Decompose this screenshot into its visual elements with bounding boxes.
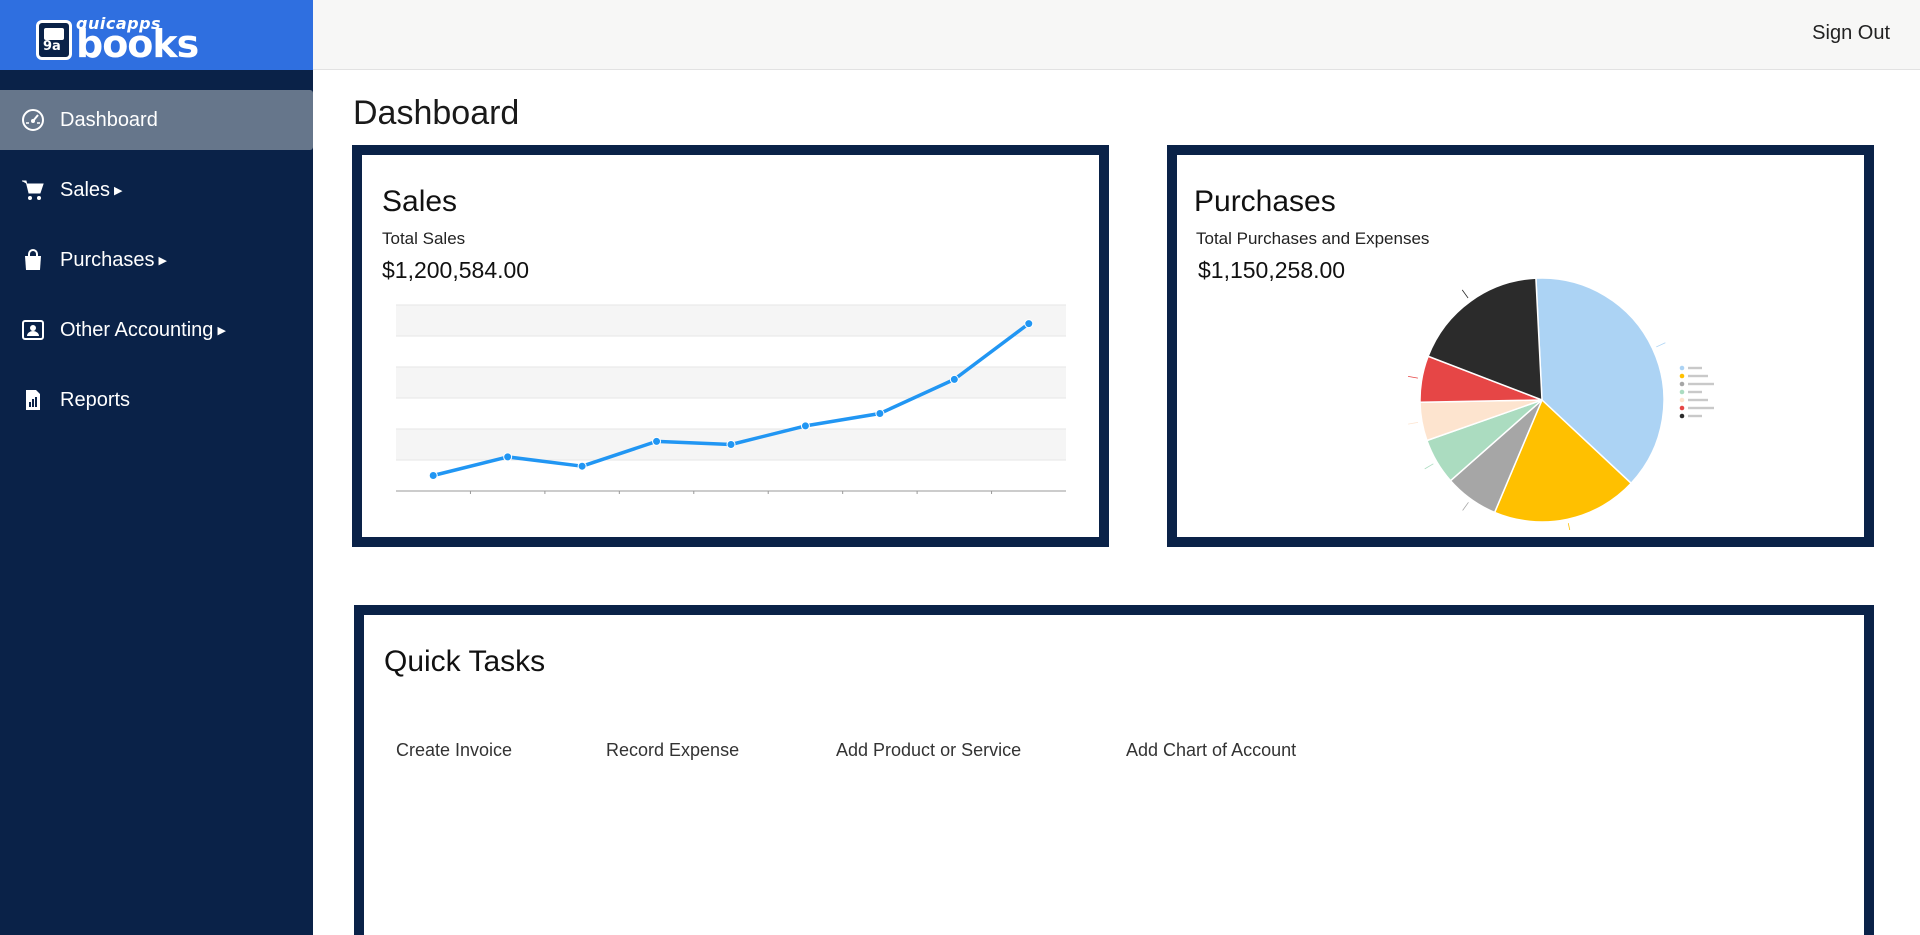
sales-line-chart: [396, 304, 1066, 494]
sidebar-item-dashboard[interactable]: Dashboard: [0, 90, 313, 150]
sales-data-point: [577, 461, 587, 471]
sidebar-item-purchases[interactable]: Purchases ▶: [0, 230, 313, 290]
sidebar-item-other-accounting[interactable]: Other Accounting ▶: [0, 300, 313, 360]
top-bar: Sign Out: [313, 0, 1920, 70]
purchases-amount: $1,150,258.00: [1198, 257, 1346, 283]
legend-swatch: [1679, 397, 1685, 403]
sidebar-item-label: Dashboard: [60, 108, 158, 131]
caret-right-icon: ▶: [217, 324, 226, 337]
grid-band: [396, 460, 1066, 491]
legend-swatch: [1679, 373, 1685, 379]
pie-label-leader: [1462, 502, 1469, 511]
sales-data-point: [800, 421, 810, 431]
legend-swatch: [1679, 365, 1685, 371]
legend-label-mark: [1688, 366, 1702, 370]
sidebar-item-label: Purchases: [60, 248, 155, 271]
sign-out-link[interactable]: Sign Out: [1812, 22, 1890, 44]
sidebar-item-label: Sales: [60, 178, 111, 201]
legend-swatch: [1679, 381, 1685, 387]
pie-label-leader: [1408, 421, 1419, 425]
pie-slice: [1493, 398, 1633, 523]
grid-band: [396, 398, 1066, 429]
logo-mark-icon: 9a: [36, 20, 72, 60]
legend-swatch: [1679, 413, 1685, 419]
sales-amount: $1,200,584.00: [382, 257, 530, 283]
pie-label-leader: [1461, 289, 1469, 299]
purchases-card: Purchases Total Purchases and Expenses $…: [1167, 145, 1874, 547]
dashboard-gauge-icon: [20, 107, 46, 133]
report-icon: [20, 387, 46, 413]
sidebar-item-label: Other Accounting: [60, 318, 214, 341]
sales-data-point: [949, 374, 959, 384]
legend-label-mark: [1688, 374, 1708, 378]
legend-swatch: [1679, 405, 1685, 411]
cart-icon: [20, 177, 46, 203]
legend-label-mark: [1688, 406, 1714, 410]
purchases-subtitle: Total Purchases and Expenses: [1196, 229, 1430, 248]
sidebar-item-label: Reports: [60, 388, 131, 411]
page-title: Dashboard: [353, 94, 520, 132]
pie-label-leader: [1407, 376, 1418, 379]
create-invoice-link[interactable]: Create Invoice: [396, 740, 513, 760]
pie-slice: [1427, 277, 1543, 402]
record-expense-link[interactable]: Record Expense: [606, 740, 740, 760]
sales-subtitle: Total Sales: [382, 229, 466, 248]
add-chart-of-account-link[interactable]: Add Chart of Account: [1126, 740, 1297, 760]
shopping-bag-icon: [20, 247, 46, 273]
legend-label-mark: [1688, 414, 1702, 418]
logo[interactable]: 9a quicapps books: [0, 0, 313, 70]
pie-slice: [1535, 277, 1665, 485]
sales-data-point: [652, 436, 662, 446]
grid-band: [396, 336, 1066, 367]
pie-label-leader: [1424, 463, 1434, 470]
purchases-title: Purchases: [1194, 185, 1336, 218]
sales-title: Sales: [382, 185, 458, 218]
quick-tasks-title: Quick Tasks: [384, 645, 546, 678]
logo-small-text: quicapps: [76, 14, 162, 33]
sidebar-item-sales[interactable]: Sales ▶: [0, 160, 313, 220]
caret-right-icon: ▶: [158, 254, 167, 267]
sales-data-point: [503, 452, 513, 462]
sidebar: 9a quicapps books Dashboard Sales ▶ Purc…: [0, 0, 313, 935]
quick-tasks-card: Quick Tasks: [354, 605, 1874, 935]
pie-label-leader: [1656, 342, 1666, 348]
grid-band: [396, 305, 1066, 336]
pie-label-leader: [1567, 523, 1571, 530]
sales-data-point: [1024, 319, 1034, 329]
add-product-link[interactable]: Add Product or Service: [836, 740, 1022, 760]
legend-label-mark: [1688, 390, 1702, 394]
accounting-icon: [20, 317, 46, 343]
logo-big-text: books: [76, 22, 199, 66]
purchases-pie-chart: [1407, 277, 1714, 530]
sales-data-point: [726, 440, 736, 449]
legend-label-mark: [1688, 382, 1714, 386]
sales-card: Sales Total Sales $1,200,584.00: [352, 145, 1109, 547]
legend-swatch: [1679, 389, 1685, 395]
legend-label-mark: [1688, 398, 1708, 402]
sidebar-item-reports[interactable]: Reports: [0, 370, 313, 430]
sales-data-point: [875, 409, 885, 418]
sales-data-point: [428, 471, 438, 480]
caret-right-icon: ▶: [114, 184, 123, 197]
